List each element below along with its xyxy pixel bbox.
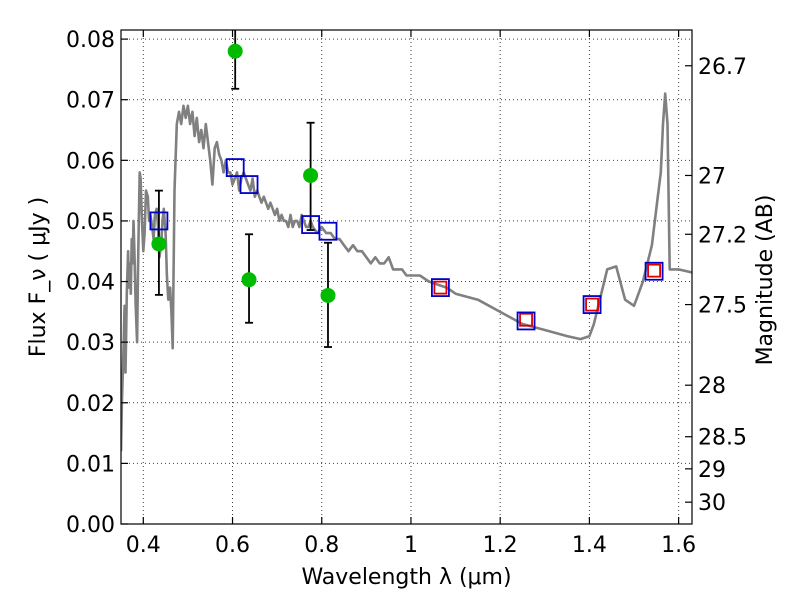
observed-ir-square <box>519 312 533 327</box>
y-tick-label: 0.02 <box>66 392 115 417</box>
model-band-square <box>431 278 450 298</box>
y-tick-label: 0.05 <box>66 210 115 235</box>
right-tick-label: 26.7 <box>698 55 747 80</box>
right-tick-label: 30 <box>698 491 726 516</box>
observed-ir-square <box>647 263 661 278</box>
model-band-square <box>149 211 169 231</box>
x-axis-title: Wavelength λ (μm) <box>301 565 511 590</box>
y-tick-label: 0.01 <box>66 452 115 477</box>
y-tick-label: 0.00 <box>66 513 115 538</box>
right-axis-title: Magnitude (AB) <box>753 195 778 366</box>
plot-area <box>121 30 692 452</box>
right-tick-label: 29 <box>698 458 726 483</box>
axes-frame <box>120 29 693 525</box>
x-tick-label: 0.6 <box>215 533 250 558</box>
model-band-square <box>516 311 536 331</box>
observed-point <box>241 272 257 288</box>
observed-point <box>320 287 336 303</box>
right-tick-label: 27 <box>698 164 726 189</box>
observed-point <box>227 43 243 59</box>
model-band-square <box>239 175 259 194</box>
x-tick-label: 1.2 <box>483 533 518 558</box>
model-band-square <box>318 221 338 241</box>
x-tick-label: 0.8 <box>304 533 339 558</box>
right-tick-label: 28 <box>698 374 726 399</box>
y-tick-label: 0.06 <box>66 149 115 174</box>
model-sed-line <box>121 92 692 452</box>
x-tick-label: 0.4 <box>126 533 161 558</box>
y-tick-label: 0.03 <box>66 331 115 356</box>
y-axis-title: Flux F_ν ( μJy ) <box>26 197 51 357</box>
axes: 0.4 0.6 0.8 1 1.2 1.4 1.6 0.00 0.01 0.02 0.03 0.04 0… <box>66 28 747 558</box>
y-tick-label: 0.08 <box>66 28 115 53</box>
right-tick-label: 27.5 <box>698 294 747 319</box>
model-band-square <box>225 158 245 177</box>
x-tick-label: 1 <box>404 533 418 558</box>
right-tick-label: 28.5 <box>698 426 747 451</box>
observed-ir-square <box>433 280 448 295</box>
observed-point <box>151 236 167 252</box>
x-tick-label: 1.6 <box>661 533 696 558</box>
y-tick-label: 0.07 <box>66 89 115 114</box>
observed-ir-square <box>585 297 599 312</box>
model-band-square <box>644 261 664 281</box>
right-tick-label: 27.2 <box>698 223 747 248</box>
y-tick-label: 0.04 <box>66 271 115 296</box>
model-band-square <box>582 295 602 314</box>
x-tick-label: 1.4 <box>572 533 607 558</box>
observed-point <box>303 167 319 183</box>
